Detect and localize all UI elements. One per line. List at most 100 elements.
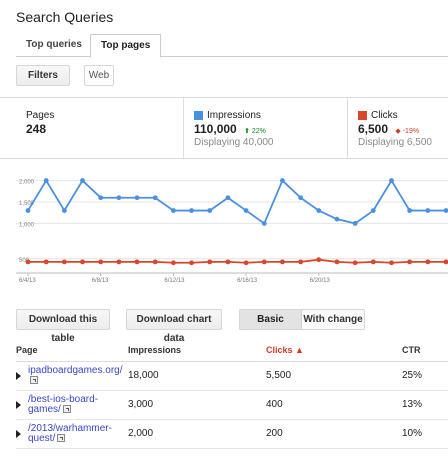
clicks-cell: 200 xyxy=(266,419,402,449)
external-link-icon[interactable] xyxy=(57,433,66,442)
y-tick-label: 1,500 xyxy=(19,201,35,207)
clicks-point xyxy=(280,259,285,265)
download-chart-data-button[interactable]: Download chart data xyxy=(126,309,222,344)
col-header-clicks[interactable]: Clicks ▲ xyxy=(266,339,402,362)
x-tick-label: 6/4/13 xyxy=(19,278,36,284)
impressions-point xyxy=(98,195,104,201)
clicks-point xyxy=(116,259,122,265)
impressions-checkbox-icon[interactable] xyxy=(194,111,203,120)
impressions-point xyxy=(25,208,31,213)
table-row: ipadboardgames.org/ 18,000 5,500 25% xyxy=(16,361,448,391)
x-tick-label: 6/8/13 xyxy=(92,278,109,284)
web-filter-button[interactable]: Web xyxy=(84,65,114,86)
impressions-point xyxy=(243,208,249,213)
table-row: /2013/warhammer-quest/ 2,000 200 10% xyxy=(16,419,448,449)
filters-button[interactable]: Filters xyxy=(16,65,70,86)
tab-top-pages[interactable]: Top pages xyxy=(90,34,162,58)
basic-view-button[interactable]: Basic xyxy=(240,310,303,329)
y-tick-label: 2,000 xyxy=(19,180,35,186)
expand-triangle-icon[interactable] xyxy=(16,429,21,438)
metric-impressions-value: 110,000 xyxy=(194,122,237,136)
impressions-point xyxy=(152,195,158,201)
impressions-point xyxy=(170,208,176,213)
clicks-point xyxy=(352,260,358,266)
external-link-icon[interactable] xyxy=(62,404,71,413)
clicks-change: ◆ -19% xyxy=(395,128,420,135)
clicks-point xyxy=(207,259,213,265)
clicks-point xyxy=(61,259,67,265)
trend-chart: 2,000 1,500 1,000 500 6/4/13 6/8/13 6/12/13 6/1… xyxy=(16,178,448,284)
table-row: /best-ios-board-games/ 3,000 400 13% xyxy=(16,390,448,420)
with-change-view-button[interactable]: With change xyxy=(302,310,364,329)
metric-summary: Pages 248 Impressions 110,000 ⬆ 22% Disp… xyxy=(0,97,448,159)
pages-table: Page Impressions Clicks ▲ CTR ipadboardg… xyxy=(16,339,448,449)
clicks-point xyxy=(25,259,31,265)
clicks-point xyxy=(425,259,431,265)
impressions-point xyxy=(261,221,267,226)
page-link[interactable]: /best-ios-board-games/ xyxy=(28,393,99,415)
metric-clicks-label: Clicks xyxy=(371,110,398,121)
clicks-point xyxy=(152,259,158,265)
clicks-cell: 400 xyxy=(266,390,402,420)
tab-top-queries[interactable]: Top queries xyxy=(26,39,82,50)
metric-pages-value: 248 xyxy=(26,122,47,136)
y-tick-label: 500 xyxy=(19,258,30,264)
clicks-point xyxy=(334,259,340,265)
impressions-point xyxy=(389,178,394,183)
impressions-cell: 2,000 xyxy=(128,419,266,449)
clicks-point xyxy=(98,259,104,265)
clicks-point xyxy=(443,259,448,265)
y-tick-label: 1,000 xyxy=(19,222,35,228)
impressions-point xyxy=(352,221,358,226)
col-header-ctr[interactable]: CTR xyxy=(402,339,448,362)
metric-pages-label: Pages xyxy=(26,110,55,121)
impressions-point xyxy=(43,178,49,183)
impressions-line xyxy=(27,178,446,225)
page-link[interactable]: ipadboardgames.org/ xyxy=(28,365,124,386)
clicks-point xyxy=(170,260,176,266)
metric-impressions[interactable]: Impressions 110,000 ⬆ 22% Displaying 40,… xyxy=(183,98,346,158)
clicks-line xyxy=(28,258,446,264)
metric-impressions-displaying: Displaying 40,000 xyxy=(194,137,274,148)
clicks-checkbox-icon[interactable] xyxy=(358,111,367,120)
x-tick-label: 6/12/13 xyxy=(164,278,185,284)
clicks-point xyxy=(134,259,140,265)
impressions-point xyxy=(116,195,122,201)
arrow-up-icon: ⬆ xyxy=(244,128,250,135)
clicks-point xyxy=(43,259,49,265)
arrow-down-icon: ◆ xyxy=(395,128,401,135)
page-title: Search Queries xyxy=(16,9,114,25)
expand-triangle-icon[interactable] xyxy=(16,371,21,380)
impressions-cell: 18,000 xyxy=(128,361,266,391)
download-table-button[interactable]: Download this table xyxy=(16,309,110,344)
expand-triangle-icon[interactable] xyxy=(16,400,21,409)
col-header-impressions[interactable]: Impressions xyxy=(128,339,266,362)
ctr-cell: 13% xyxy=(402,390,448,420)
page-link[interactable]: /2013/warhammer-quest/ xyxy=(28,422,112,444)
clicks-point xyxy=(407,259,413,265)
clicks-point xyxy=(316,257,322,263)
impressions-point xyxy=(316,208,322,213)
x-tick-label: 6/16/13 xyxy=(237,278,258,284)
impressions-point xyxy=(61,208,67,213)
impressions-point xyxy=(207,208,213,213)
impressions-point xyxy=(298,195,304,201)
clicks-point xyxy=(261,259,267,265)
impressions-point xyxy=(80,178,85,183)
tab-bar: Top queries Top pages xyxy=(16,34,448,58)
impressions-point xyxy=(425,208,431,213)
impressions-cell: 3,000 xyxy=(128,390,266,420)
col-header-page[interactable]: Page xyxy=(16,339,128,362)
metric-clicks-value: 6,500 xyxy=(358,122,389,136)
metric-clicks[interactable]: Clicks 6,500 ◆ -19% Displaying 6,500 xyxy=(347,98,448,158)
impressions-point xyxy=(134,195,140,201)
impressions-point xyxy=(280,178,285,183)
clicks-point xyxy=(189,260,194,266)
external-link-icon[interactable] xyxy=(30,375,38,384)
clicks-point xyxy=(370,259,376,265)
table-header-row: Page Impressions Clicks ▲ CTR xyxy=(16,339,448,362)
impressions-point xyxy=(370,208,376,213)
impressions-change: ⬆ 22% xyxy=(244,128,266,135)
metric-pages: Pages 248 xyxy=(16,98,182,158)
clicks-point xyxy=(243,260,249,266)
